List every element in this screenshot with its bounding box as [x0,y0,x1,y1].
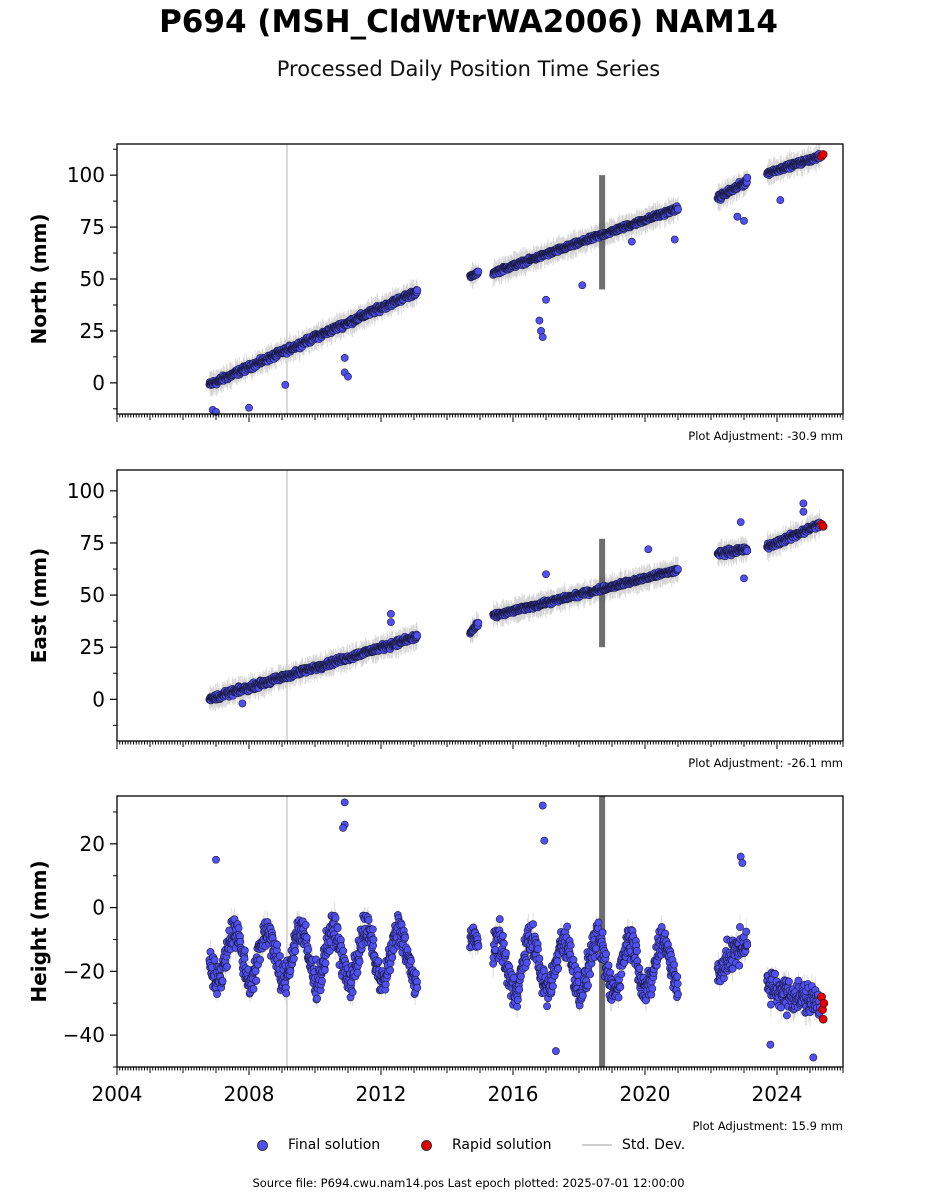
final-solution-point [743,173,752,182]
y-tick-label: 100 [67,163,105,187]
final-solution-point [740,216,748,225]
final-solution-point [344,372,352,381]
chart-title: P694 (MSH_CldWtrWA2006) NAM14 [159,4,778,40]
final-solution-point [340,354,349,362]
chart-subtitle: Processed Daily Position Time Series [276,57,661,81]
final-solution-point [413,286,422,295]
y-tick-label: 75 [80,215,105,239]
final-solution-point [245,403,253,412]
final-solution-point [538,333,547,342]
y-tick-label: 50 [80,267,105,291]
final-solution-point [670,235,679,244]
y-tick-label: 25 [80,319,105,343]
final-solution-point [474,267,483,276]
plot-adjustment-label: Plot Adjustment: -30.9 mm [688,429,843,443]
final-solution-point [627,237,636,246]
final-solution-point [733,212,742,221]
final-solution-point [776,196,785,204]
final-solution-point [535,316,544,325]
final-solution-point [674,205,682,213]
final-solution-point [578,281,587,290]
final-solution-point [542,295,550,304]
final-solution-point [281,381,290,389]
y-axis-label: North (mm) [27,213,51,344]
y-tick-label: 0 [92,371,105,395]
rapid-solution-point [818,150,828,159]
